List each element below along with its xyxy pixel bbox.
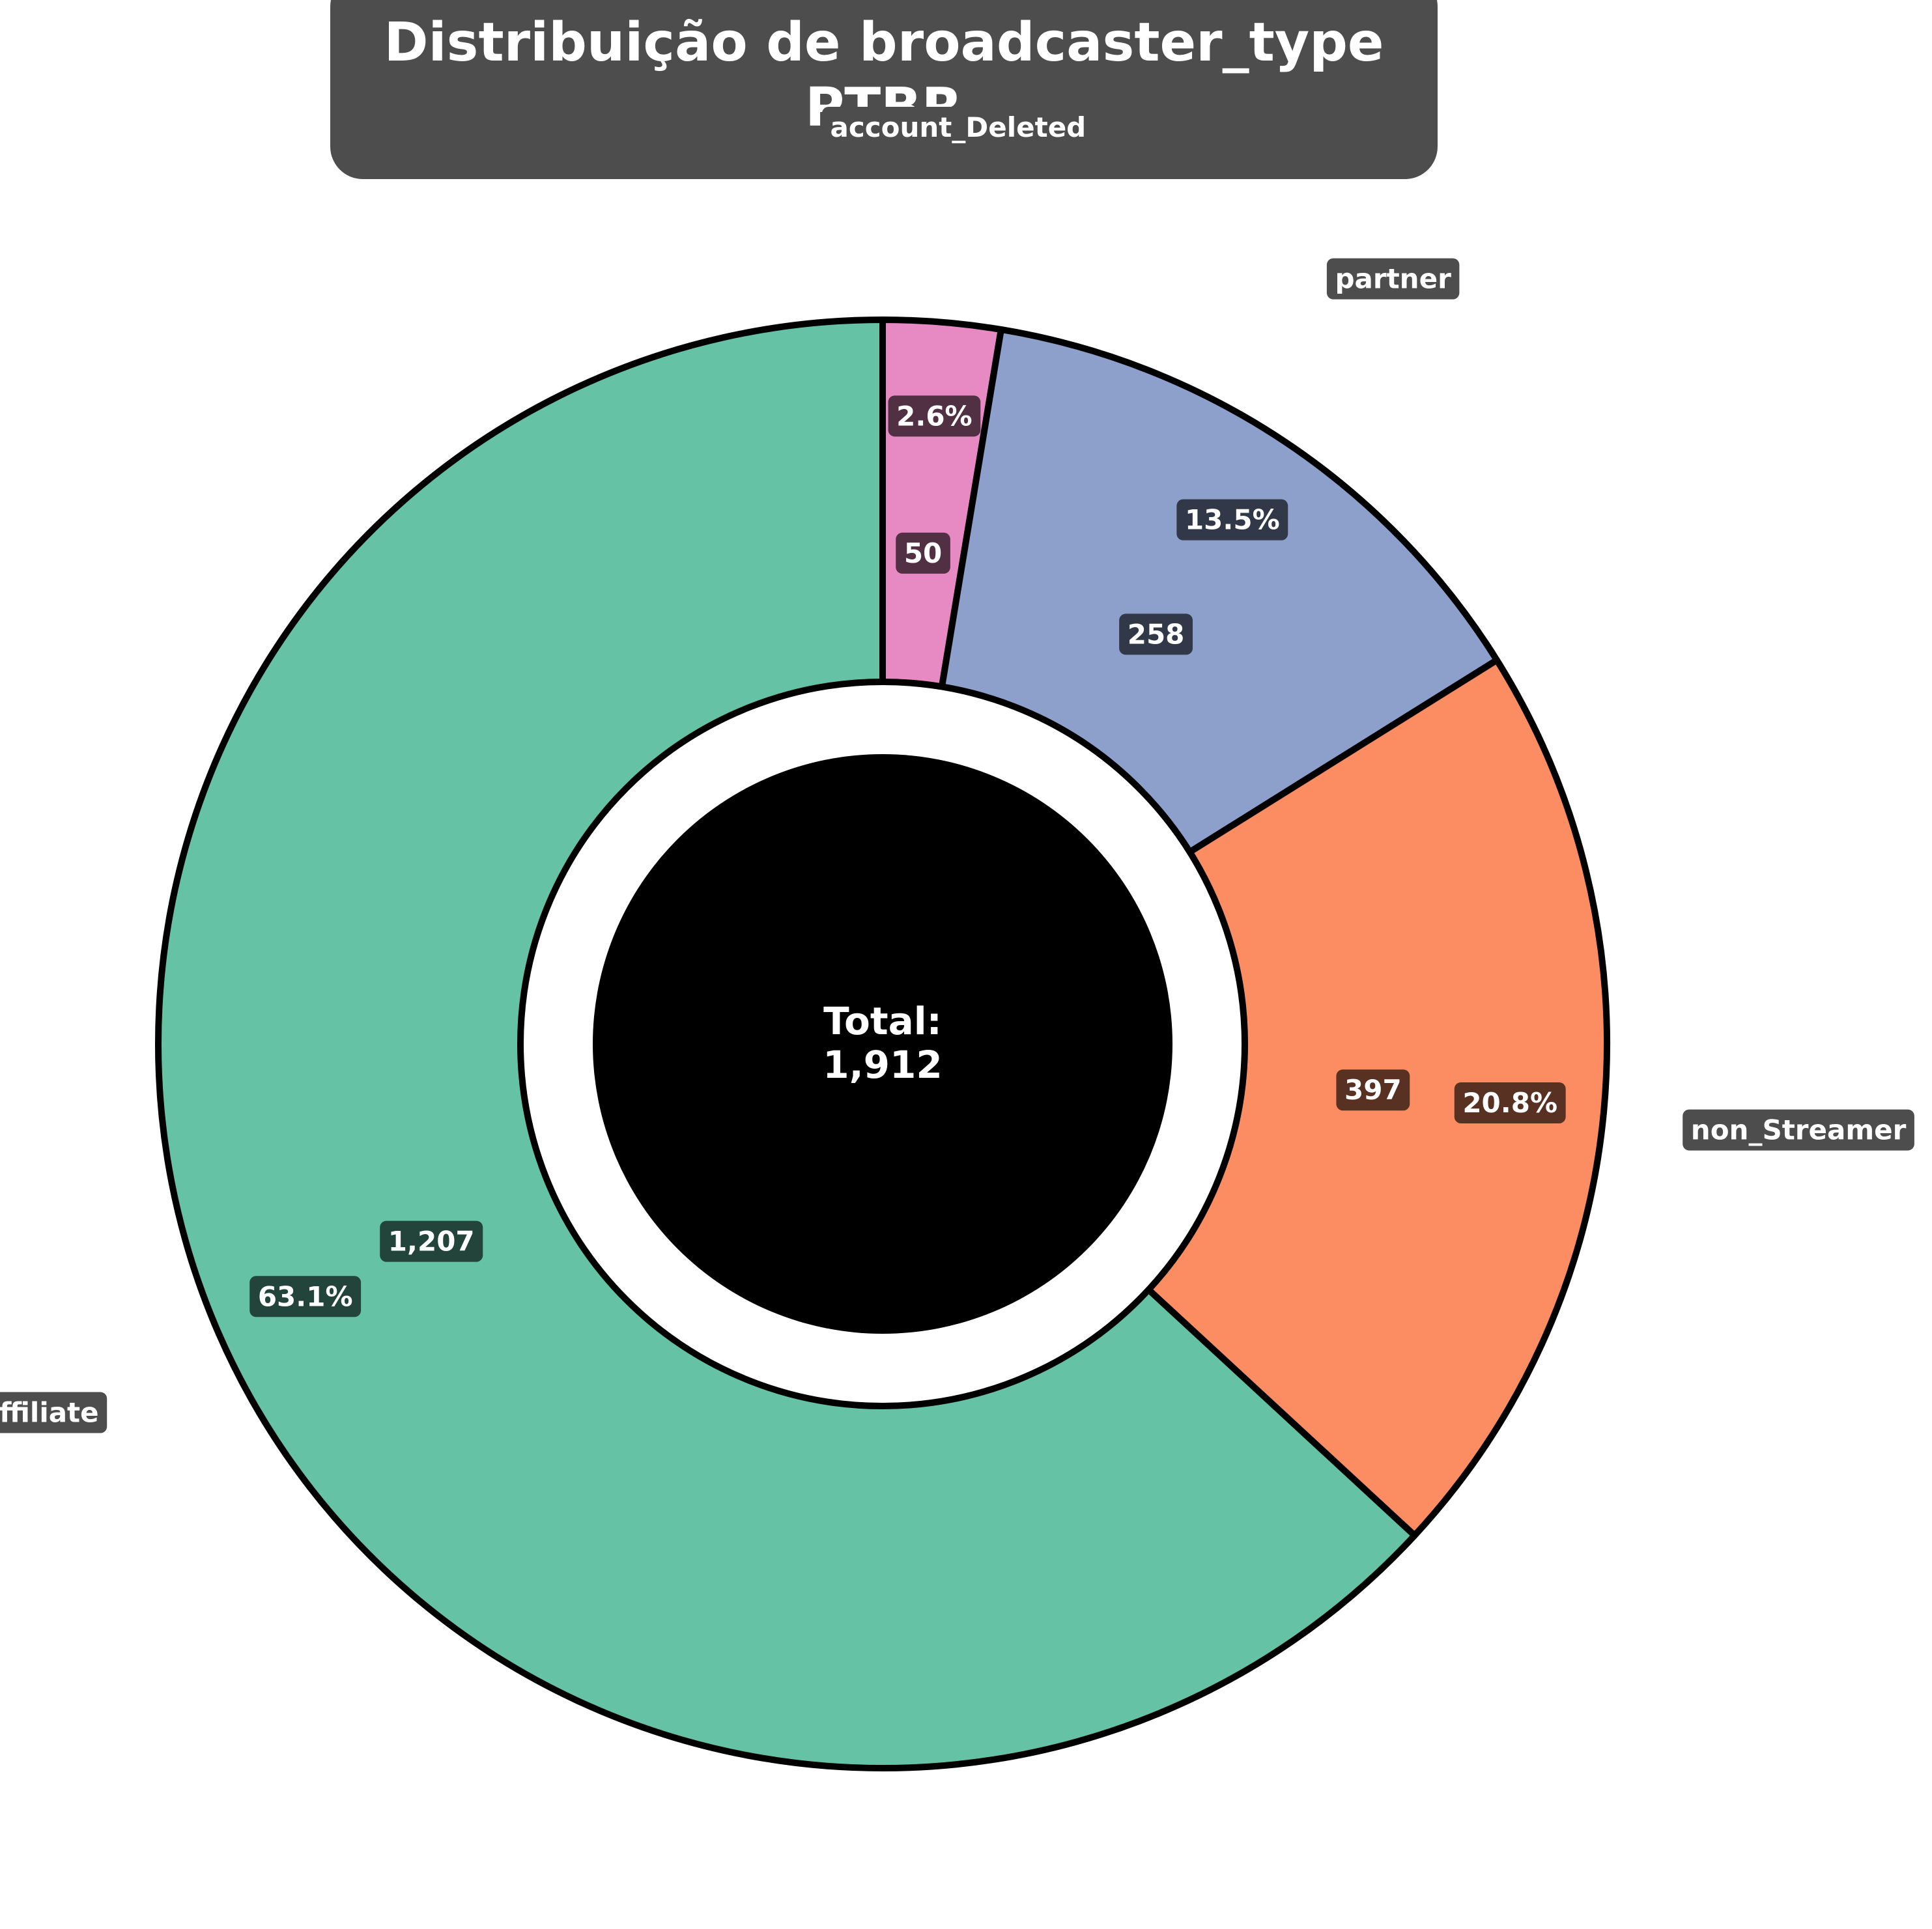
percent-label-account_Deleted: 2.6%	[888, 395, 981, 437]
percent-label-partner-box	[1176, 499, 1288, 541]
percent-label-affiliate-box	[249, 1276, 362, 1317]
percent-label-partner-text: 13.5%	[1185, 504, 1280, 536]
percent-label-affiliate-text: 63.1%	[258, 1280, 353, 1312]
percent-label-account_Deleted-text: 2.6%	[896, 400, 972, 432]
category-label-non_Streamer: non_Streamer	[1683, 1109, 1914, 1151]
category-label-affiliate-text: affiliate	[0, 1397, 99, 1429]
value-label-affiliate-box	[380, 1220, 483, 1262]
title-box	[330, 0, 1438, 179]
labels-group: 2.6% 50 account_Deleted 13.5% 258 partner 20.8…	[0, 107, 1914, 1433]
category-label-account_Deleted: account_Deleted	[821, 107, 1094, 148]
center-total-value: 1,912	[823, 1043, 942, 1087]
category-label-partner-text: partner	[1335, 263, 1451, 295]
value-label-account_Deleted-box	[896, 532, 950, 574]
value-label-partner-text: 258	[1128, 618, 1185, 650]
chart-title-line-1: Distribuição de broadcaster_type	[384, 12, 1384, 74]
value-label-affiliate-text: 1,207	[388, 1226, 475, 1258]
value-label-account_Deleted: 50	[896, 532, 950, 574]
center-total-label: Total:	[823, 999, 942, 1043]
value-label-non_Streamer-box	[1336, 1069, 1410, 1111]
percent-label-account_Deleted-box	[888, 395, 981, 437]
category-label-non_Streamer-box	[1683, 1109, 1914, 1151]
value-label-partner: 258	[1119, 613, 1193, 655]
value-label-partner-box	[1119, 613, 1193, 655]
value-label-account_Deleted-text: 50	[904, 537, 942, 569]
percent-label-non_Streamer: 20.8%	[1454, 1082, 1566, 1123]
category-label-affiliate: affiliate	[0, 1392, 107, 1433]
value-label-non_Streamer: 397	[1336, 1069, 1410, 1111]
value-label-non_Streamer-text: 397	[1344, 1074, 1402, 1106]
value-label-affiliate: 1,207	[380, 1220, 483, 1262]
category-label-partner: partner	[1326, 258, 1460, 300]
category-label-partner-box	[1326, 258, 1460, 300]
percent-label-affiliate: 63.1%	[249, 1276, 362, 1317]
percent-label-non_Streamer-text: 20.8%	[1462, 1087, 1557, 1119]
percent-label-non_Streamer-box	[1454, 1082, 1566, 1123]
slice-non_Streamer	[879, 656, 1610, 1539]
category-label-account_Deleted-box	[821, 107, 1094, 148]
percent-label-partner: 13.5%	[1176, 499, 1288, 541]
category-label-affiliate-box	[0, 1392, 107, 1433]
category-label-non_Streamer-text: non_Streamer	[1691, 1114, 1907, 1146]
category-label-account_Deleted-text: account_Deleted	[831, 111, 1087, 143]
center-disc	[593, 754, 1172, 1334]
